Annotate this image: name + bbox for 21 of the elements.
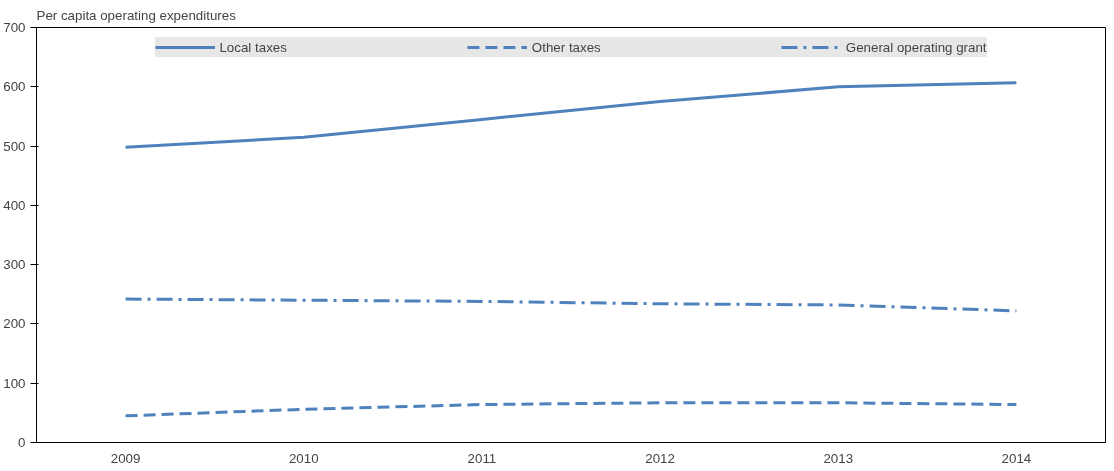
y-tick-label: 300 [3, 257, 26, 273]
y-tick-label: 200 [3, 316, 26, 332]
legend-label: Other taxes [531, 39, 601, 55]
y-tick-label: 600 [3, 79, 26, 95]
line-series [124, 81, 1018, 149]
legend-label: Local taxes [219, 39, 287, 55]
legend-label: General operating grant [845, 39, 987, 55]
y-tick-label: 700 [3, 20, 26, 35]
y-tick-label: 500 [3, 138, 26, 154]
line-series [124, 297, 1018, 313]
x-tick-label: 2009 [110, 450, 141, 466]
x-tick-label: 2014 [1001, 450, 1032, 466]
x-tick-label: 2012 [645, 450, 675, 466]
y-axis-title: Per capita operating expenditures [36, 7, 237, 23]
y-tick-label: 0 [18, 435, 26, 450]
y-tick-label: 100 [3, 375, 26, 391]
x-tick-label: 2010 [288, 450, 319, 466]
line-series [124, 401, 1018, 418]
x-tick-label: 2011 [467, 450, 497, 466]
y-tick-label: 400 [3, 197, 26, 213]
x-tick-label: 2013 [823, 450, 854, 466]
